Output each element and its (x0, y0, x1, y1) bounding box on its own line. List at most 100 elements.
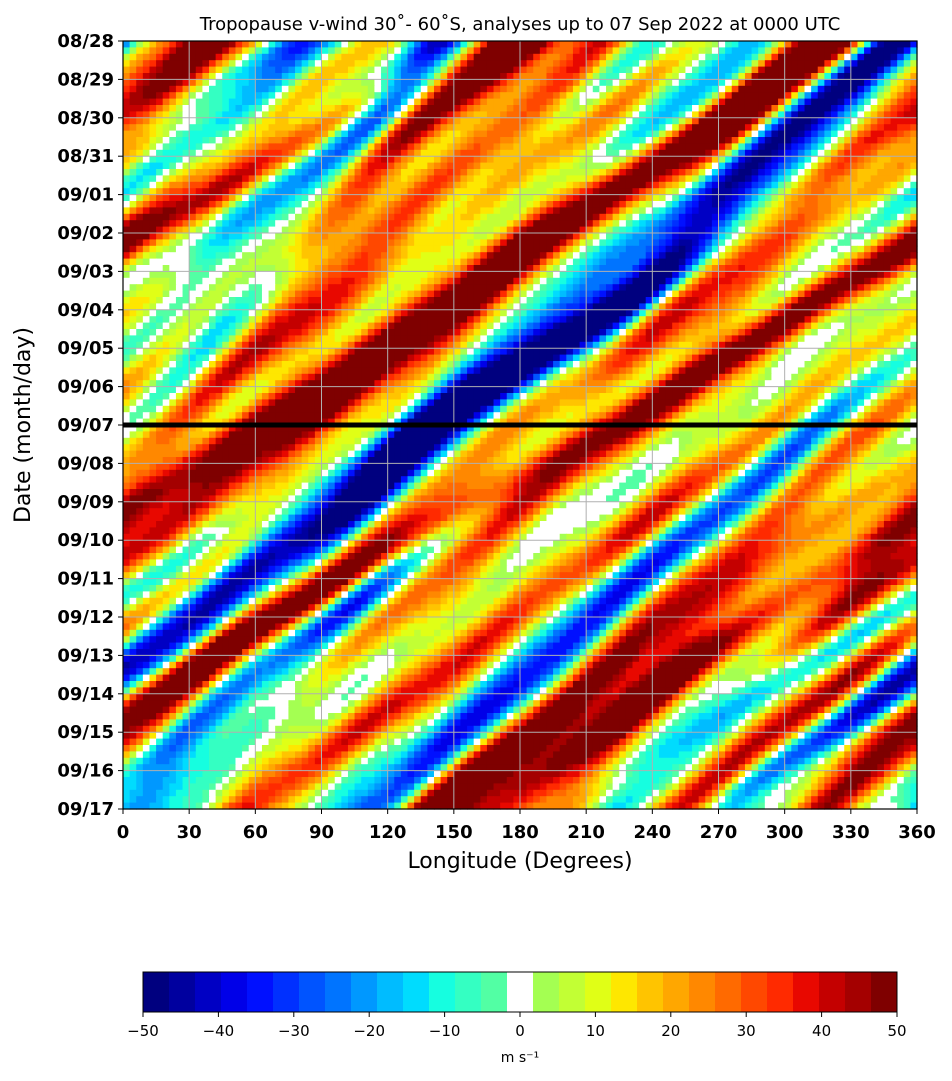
heatmap-cell (837, 92, 845, 100)
heatmap-cell (334, 188, 342, 196)
heatmap-cell (526, 169, 534, 176)
heatmap-cell (685, 245, 693, 253)
heatmap-cell (447, 124, 455, 132)
heatmap-cell (718, 41, 726, 48)
heatmap-cell (784, 156, 792, 164)
heatmap-cell (295, 105, 303, 112)
heatmap-cell (778, 271, 786, 279)
heatmap-cell (407, 53, 415, 61)
heatmap-cell (520, 130, 528, 138)
heatmap-cell (480, 73, 488, 80)
heatmap-cell (553, 162, 561, 170)
heatmap-cell (857, 111, 865, 119)
heatmap-cell (142, 137, 151, 144)
heatmap-cell (295, 213, 303, 221)
heatmap-cell (420, 277, 428, 285)
heatmap-cell (764, 213, 773, 221)
heatmap-cell (175, 47, 184, 55)
heatmap-cell (837, 252, 845, 260)
heatmap-cell (586, 258, 594, 266)
heatmap-cell (400, 226, 409, 234)
heatmap-cell (784, 143, 792, 151)
heatmap-cell (771, 41, 779, 48)
heatmap-cell (387, 252, 395, 260)
heatmap-cell (824, 130, 832, 138)
heatmap-cell (341, 47, 349, 55)
heatmap-cell (433, 245, 442, 253)
heatmap-cell (506, 194, 514, 202)
heatmap-cell (427, 117, 435, 125)
heatmap-cell (579, 265, 587, 272)
heatmap-cell (632, 265, 640, 272)
heatmap-cell (486, 297, 495, 304)
heatmap-cell (222, 277, 230, 285)
heatmap-cell (705, 137, 713, 144)
heatmap-cell (586, 245, 594, 253)
heatmap-cell (864, 66, 872, 74)
heatmap-cell (678, 137, 687, 144)
heatmap-cell (209, 111, 217, 119)
heatmap-cell (539, 105, 548, 112)
heatmap-cell (347, 265, 356, 272)
heatmap-cell (606, 73, 614, 80)
heatmap-cell (420, 66, 428, 74)
heatmap-cell (685, 156, 693, 164)
heatmap-cell (215, 239, 223, 247)
heatmap-cell (546, 73, 554, 80)
heatmap-cell (520, 188, 528, 196)
heatmap-cell (235, 162, 243, 170)
heatmap-cell (242, 79, 250, 87)
heatmap-cell (467, 201, 475, 208)
heatmap-cell (857, 85, 865, 93)
heatmap-cell (281, 85, 290, 93)
heatmap-cell (824, 137, 832, 144)
heatmap-cell (228, 245, 237, 253)
heatmap-cell (255, 175, 263, 183)
heatmap-cell (539, 271, 548, 279)
heatmap-cell (500, 156, 508, 164)
heatmap-cell (744, 92, 753, 100)
heatmap-cell (235, 290, 243, 298)
heatmap-cell (678, 175, 687, 183)
heatmap-cell (209, 66, 217, 74)
heatmap-cell (433, 60, 442, 68)
heatmap-cell (433, 92, 442, 100)
heatmap-cell (361, 169, 369, 176)
heatmap-cell (129, 85, 137, 93)
heatmap-cell (473, 73, 481, 80)
heatmap-cell (837, 98, 845, 106)
heatmap-cell (228, 149, 237, 157)
heatmap-cell (142, 73, 151, 80)
heatmap-cell (433, 130, 442, 138)
heatmap-cell (533, 265, 541, 272)
heatmap-cell (520, 226, 528, 234)
heatmap-cell (837, 137, 845, 144)
heatmap-cell (639, 156, 647, 164)
heatmap-cell (367, 188, 376, 196)
heatmap-cell (850, 79, 859, 87)
heatmap-cell (308, 162, 316, 170)
heatmap-cell (255, 137, 263, 144)
heatmap-cell (586, 149, 594, 157)
heatmap-cell (579, 277, 587, 285)
heatmap-cell (334, 245, 342, 253)
heatmap-cell (606, 79, 614, 87)
heatmap-cell (480, 245, 488, 253)
heatmap-cell (705, 220, 713, 228)
heatmap-cell (645, 188, 653, 196)
heatmap-cell (890, 137, 898, 144)
heatmap-cell (771, 239, 779, 247)
heatmap-cell (288, 53, 296, 61)
heatmap-cell (195, 201, 203, 208)
heatmap-cell (281, 239, 290, 247)
heatmap-cell (129, 188, 137, 196)
heatmap-cell (460, 149, 468, 157)
heatmap-cell (837, 290, 845, 298)
heatmap-cell (599, 47, 607, 55)
heatmap-cell (308, 226, 316, 234)
heatmap-cell (281, 245, 290, 253)
heatmap-cell (830, 117, 839, 125)
heatmap-cell (156, 111, 164, 119)
heatmap-cell (202, 73, 210, 80)
heatmap-cell (592, 85, 600, 93)
